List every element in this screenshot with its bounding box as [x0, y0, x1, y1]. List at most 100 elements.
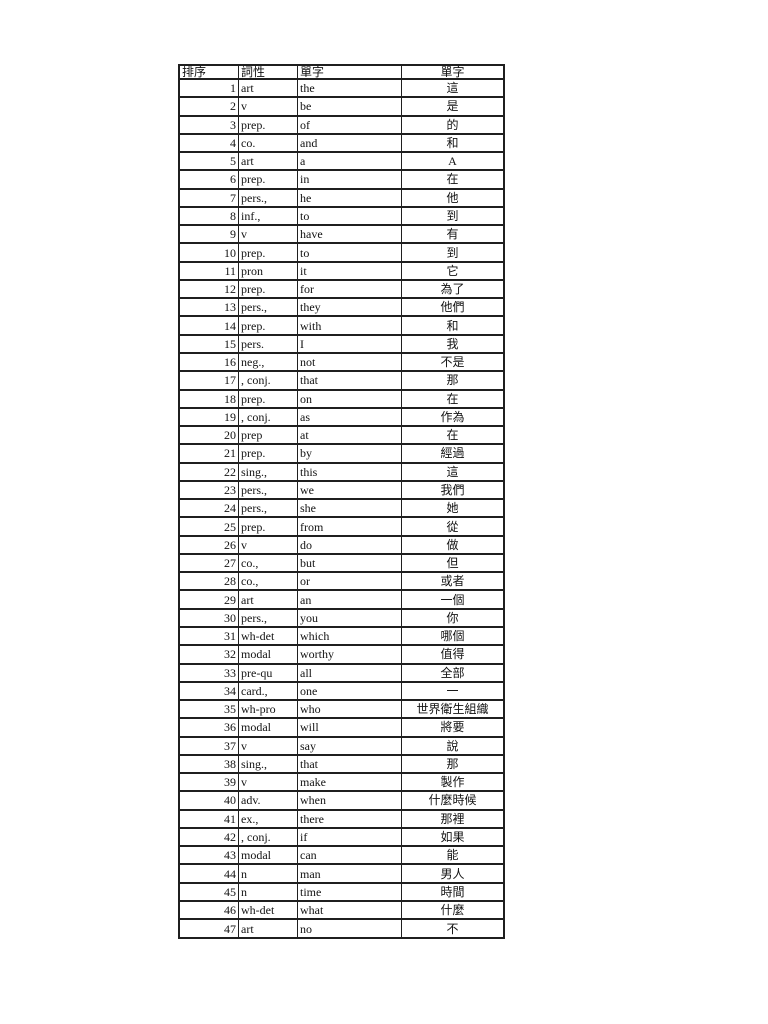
rank-cell: 28 — [178, 571, 239, 592]
pos-cell: art — [238, 918, 298, 939]
rank-cell: 29 — [178, 589, 239, 610]
rank-cell: 4 — [178, 132, 239, 154]
rank-cell: 43 — [178, 845, 239, 866]
rank-cell: 9 — [178, 224, 239, 245]
word-cell: one — [297, 680, 402, 702]
pos-cell: modal — [238, 845, 298, 866]
translation-cell: 哪個 — [401, 625, 505, 647]
pos-cell: prep. — [238, 315, 298, 336]
translation-cell: 到 — [401, 242, 505, 263]
word-cell: have — [297, 224, 402, 245]
translation-cell: 做 — [401, 534, 505, 555]
table-row: 18 prep. on 在 — [178, 388, 505, 409]
pos-cell: , conj. — [238, 406, 298, 428]
translation-cell: 但 — [401, 552, 505, 574]
header-part-of-speech: 詞性 — [238, 64, 298, 80]
word-cell: if — [297, 826, 402, 848]
table-header: 排序 詞性 單字 單字 — [178, 64, 505, 80]
table-row: 27 co., but 但 — [178, 552, 505, 574]
table-row: 44 n man 男人 — [178, 863, 505, 884]
word-cell: when — [297, 790, 402, 811]
translation-cell: 男人 — [401, 863, 505, 884]
rank-cell: 47 — [178, 918, 239, 939]
word-cell: at — [297, 425, 402, 446]
translation-cell: 那裡 — [401, 808, 505, 829]
rank-cell: 11 — [178, 260, 239, 281]
pos-cell: wh-det — [238, 625, 298, 647]
rank-cell: 12 — [178, 278, 239, 300]
word-cell: which — [297, 625, 402, 647]
translation-cell: 你 — [401, 607, 505, 628]
pos-cell: pre-qu — [238, 662, 298, 683]
table-row: 46 wh-det what 什麼 — [178, 899, 505, 921]
rank-cell: 45 — [178, 881, 239, 902]
translation-cell: 世界衛生組織 — [401, 699, 505, 720]
pos-cell: art — [238, 589, 298, 610]
word-cell: for — [297, 278, 402, 300]
pos-cell: v — [238, 735, 298, 756]
translation-cell: 時間 — [401, 881, 505, 902]
table-row: 9 v have 有 — [178, 224, 505, 245]
word-cell: they — [297, 297, 402, 318]
word-cell: not — [297, 351, 402, 373]
table-row: 20 prep at 在 — [178, 425, 505, 446]
table-row: 6 prep. in 在 — [178, 169, 505, 190]
pos-cell: prep. — [238, 443, 298, 464]
pos-cell: v — [238, 96, 298, 117]
translation-cell: 她 — [401, 498, 505, 519]
pos-cell: prep. — [238, 278, 298, 300]
word-cell: she — [297, 498, 402, 519]
table-row: 10 prep. to 到 — [178, 242, 505, 263]
word-cell: say — [297, 735, 402, 756]
pos-cell: neg., — [238, 351, 298, 373]
word-frequency-table: 排序 詞性 單字 單字 1 art the 這 2 v be 是 3 prep. of 的 4 co. an… — [178, 64, 505, 939]
pos-cell: card., — [238, 680, 298, 702]
translation-cell: 在 — [401, 425, 505, 446]
translation-cell: 什麼時候 — [401, 790, 505, 811]
table-row: 38 sing., that 那 — [178, 753, 505, 775]
pos-cell: wh-pro — [238, 699, 298, 720]
table-row: 13 pers., they 他們 — [178, 297, 505, 318]
table-row: 7 pers., he 他 — [178, 187, 505, 208]
word-cell: or — [297, 571, 402, 592]
table-row: 12 prep. for 為了 — [178, 278, 505, 300]
word-cell: all — [297, 662, 402, 683]
translation-cell: A — [401, 151, 505, 172]
table-row: 5 art a A — [178, 151, 505, 172]
pos-cell: n — [238, 881, 298, 902]
word-cell: can — [297, 845, 402, 866]
word-cell: there — [297, 808, 402, 829]
pos-cell: modal — [238, 717, 298, 738]
word-cell: from — [297, 516, 402, 537]
pos-cell: prep. — [238, 114, 298, 135]
translation-cell: 能 — [401, 845, 505, 866]
table-row: 24 pers., she 她 — [178, 498, 505, 519]
pos-cell: wh-det — [238, 899, 298, 921]
table-row: 40 adv. when 什麼時候 — [178, 790, 505, 811]
table-row: 1 art the 這 — [178, 77, 505, 99]
rank-cell: 14 — [178, 315, 239, 336]
rank-cell: 37 — [178, 735, 239, 756]
table-row: 16 neg., not 不是 — [178, 351, 505, 373]
word-cell: no — [297, 918, 402, 939]
table-row: 32 modal worthy 值得 — [178, 644, 505, 665]
rank-cell: 39 — [178, 772, 239, 793]
translation-cell: 不是 — [401, 351, 505, 373]
rank-cell: 31 — [178, 625, 239, 647]
translation-cell: 將要 — [401, 717, 505, 738]
rank-cell: 38 — [178, 753, 239, 775]
header-word-english: 單字 — [297, 64, 402, 80]
table-row: 41 ex., there 那裡 — [178, 808, 505, 829]
rank-cell: 23 — [178, 479, 239, 501]
header-row: 排序 詞性 單字 單字 — [178, 64, 505, 80]
header-rank: 排序 — [178, 64, 239, 80]
pos-cell: sing., — [238, 753, 298, 775]
word-cell: worthy — [297, 644, 402, 665]
word-cell: you — [297, 607, 402, 628]
translation-cell: 為了 — [401, 278, 505, 300]
translation-cell: 製作 — [401, 772, 505, 793]
translation-cell: 是 — [401, 96, 505, 117]
pos-cell: art — [238, 77, 298, 99]
pos-cell: adv. — [238, 790, 298, 811]
rank-cell: 17 — [178, 370, 239, 391]
